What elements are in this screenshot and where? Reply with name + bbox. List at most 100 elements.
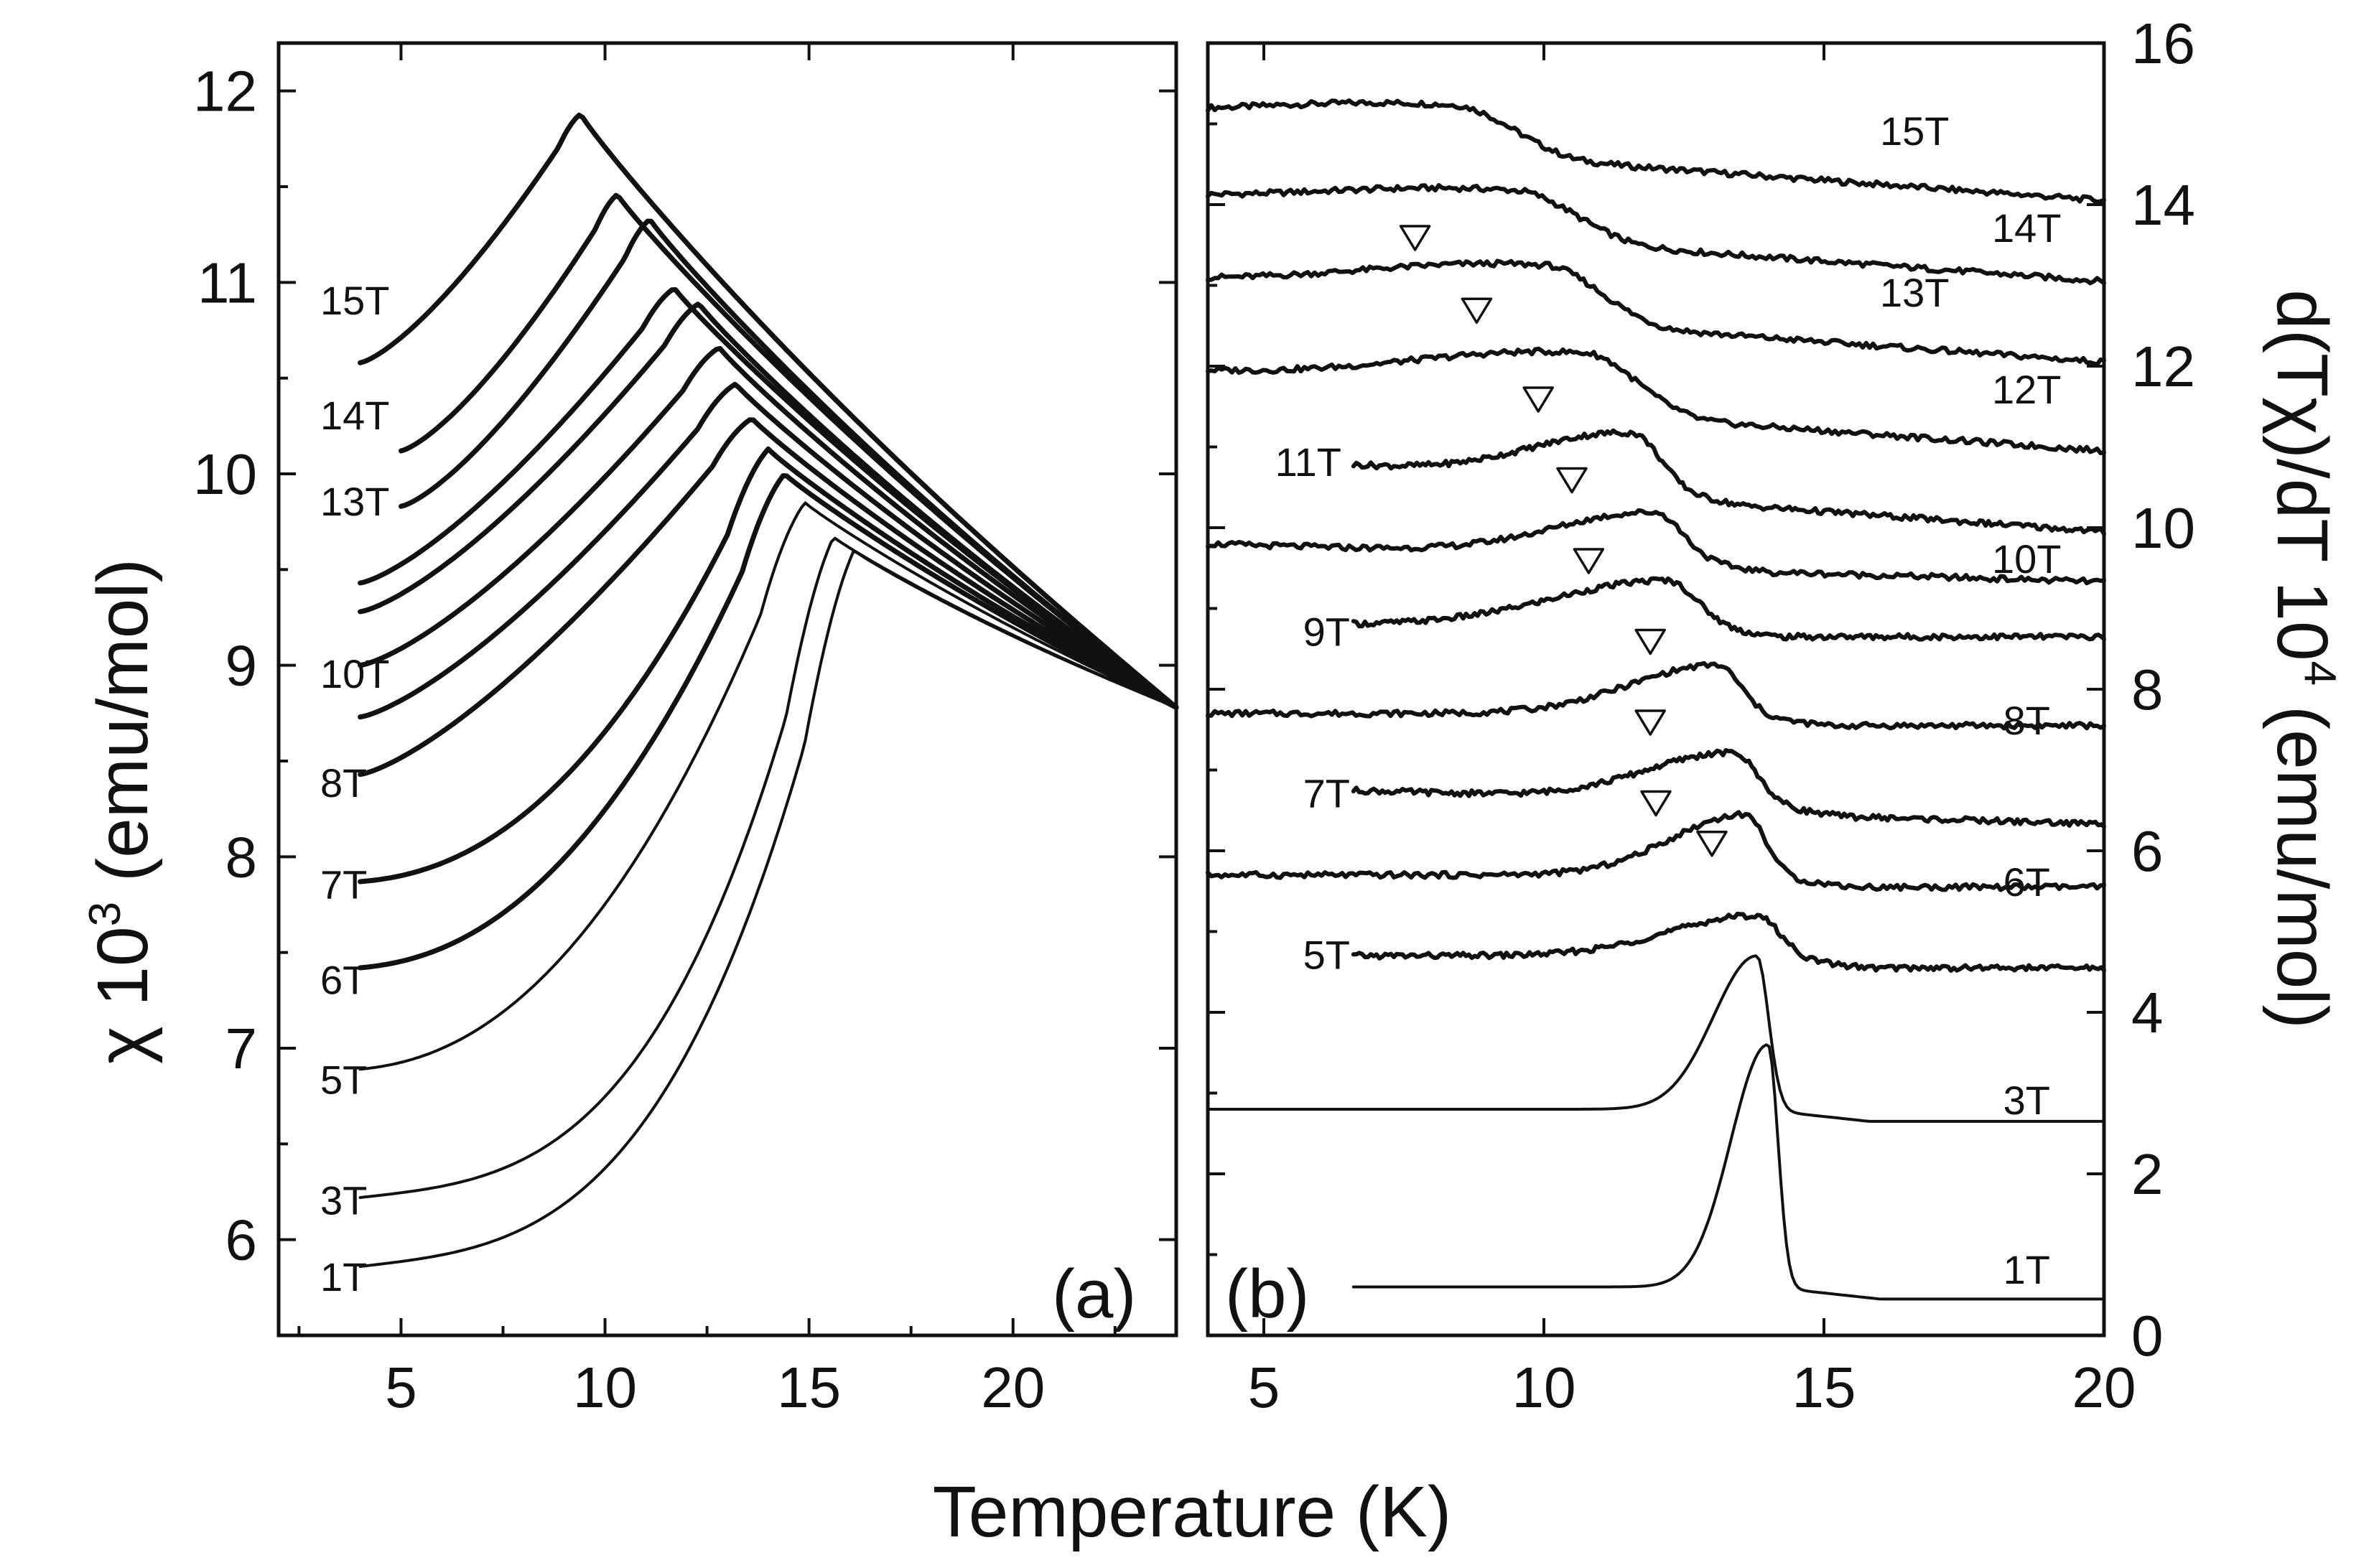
curve-label-3t: 3T — [320, 1177, 367, 1223]
series-13t-curve — [399, 218, 1179, 710]
curve-label-6t: 6T — [2003, 859, 2050, 905]
panel-b-x-axis: 5 10 15 20 — [1248, 43, 2136, 1419]
transition-marker — [1634, 709, 1666, 736]
panel-a-y-axis-title: χ 103 (emu/mol) — [80, 559, 163, 1064]
panel-a-y-axis-title-main: χ 10 — [83, 926, 163, 1064]
curve-label-15t: 15T — [1880, 108, 1950, 154]
curve-label-3t: 3T — [2003, 1078, 2050, 1123]
curve-label-10t: 10T — [1992, 536, 2062, 582]
curve-label-7t: 7T — [320, 862, 367, 907]
y-tick-label: 7 — [225, 1017, 258, 1081]
y-tick-label: 10 — [2131, 496, 2195, 560]
derivative-1t-curve — [1351, 1043, 2105, 1301]
derivative-8t-curve — [1206, 661, 2106, 731]
panel-b-frame — [1206, 41, 2106, 1338]
panel-a-frame — [276, 41, 1178, 1338]
y-tick-label: 6 — [225, 1208, 258, 1272]
series-7t-curve — [358, 446, 1179, 885]
transition-marker — [1696, 831, 1728, 857]
derivative-11t-curve — [1351, 428, 2106, 536]
panel-b-curves — [1206, 98, 2106, 1301]
curve-label-13t: 13T — [1880, 270, 1950, 315]
y-tick-label: 4 — [2131, 981, 2164, 1045]
transition-marker — [1461, 297, 1493, 324]
y-tick-label: 12 — [2131, 335, 2195, 398]
x-tick-label: 15 — [777, 1355, 841, 1419]
panel-a-y-axis-title-exponent: 3 — [80, 902, 130, 926]
panel-a-label: (a) — [1052, 1256, 1136, 1333]
curve-label-5t: 5T — [320, 1057, 367, 1102]
series-6t-curve — [358, 473, 1179, 971]
y-tick-label: 16 — [2131, 11, 2195, 75]
panel-a-susceptibility-plot: 5 10 15 20 6 7 8 9 10 11 12 15T 14T 13T 10T 8T 7T 6T 5T 3… — [80, 41, 1179, 1419]
panel-b-label: (b) — [1225, 1256, 1309, 1333]
panel-a-y-axis: 6 7 8 9 10 11 12 — [193, 60, 1176, 1337]
curve-label-10t: 10T — [320, 651, 390, 696]
curve-label-15t: 15T — [320, 278, 390, 323]
curve-label-5t: 5T — [1303, 932, 1350, 977]
x-axis-title: Temperature (K) — [933, 1472, 1451, 1552]
x-tick-label: 15 — [1792, 1355, 1856, 1419]
derivative-9t-curve — [1351, 576, 2106, 642]
y-tick-label: 8 — [225, 825, 258, 889]
curve-label-6t: 6T — [320, 958, 367, 1003]
curve-label-13t: 13T — [320, 479, 390, 524]
panel-b-y-axis-title-exponent: 4 — [2295, 661, 2345, 686]
curve-label-12t: 12T — [1992, 367, 2062, 412]
y-tick-label: 2 — [2131, 1142, 2164, 1206]
curve-label-11t: 11T — [1275, 439, 1341, 485]
panel-a-curve-labels: 15T 14T 13T 10T 8T 7T 6T 5T 3T 1T — [320, 278, 390, 1299]
derivative-5t-curve — [1351, 911, 2106, 973]
derivative-6t-curve — [1206, 810, 2106, 892]
curve-label-1t: 1T — [320, 1254, 367, 1299]
series-15t-curve — [358, 112, 1179, 710]
panel-b-y-axis-title: d(Tχ)/dT 104 (emu/mol) — [2262, 289, 2345, 1029]
series-10t-curve — [358, 345, 1179, 710]
x-tick-label: 10 — [573, 1355, 637, 1419]
transition-marker — [1399, 225, 1431, 251]
x-tick-label: 5 — [1248, 1355, 1280, 1419]
derivative-13t-curve — [1206, 258, 2106, 367]
curve-label-14t: 14T — [1992, 205, 2062, 251]
panel-b-transition-markers — [1399, 225, 1728, 857]
transition-marker — [1522, 386, 1554, 413]
series-5t-curve — [358, 501, 1178, 1071]
curve-label-9t: 9T — [1303, 609, 1350, 654]
panel-b-y-axis: 0 2 4 6 8 10 12 14 16 — [1208, 11, 2195, 1368]
y-tick-label: 12 — [193, 60, 257, 123]
y-tick-label: 14 — [2131, 173, 2195, 237]
derivative-15t-curve — [1206, 98, 2106, 205]
series-11t-curve — [358, 302, 1179, 710]
panel-a-y-axis-title-unit: (emu/mol) — [83, 559, 163, 902]
x-tick-label: 20 — [981, 1355, 1045, 1419]
series-9t-curve — [358, 381, 1179, 720]
x-tick-label: 10 — [1512, 1355, 1576, 1419]
panel-b-y-axis-title-unit: (emu/mol) — [2262, 686, 2342, 1029]
curve-label-7t: 7T — [1303, 770, 1350, 816]
transition-marker — [1556, 467, 1588, 494]
panel-b-curve-labels: 15T 14T 13T 12T 11T 10T 9T 8T 7T 6T 5T 3T 1T — [1275, 108, 2062, 1292]
x-tick-label: 5 — [385, 1355, 417, 1419]
curve-label-8t: 8T — [320, 760, 367, 806]
panel-b-y-axis-title-main: d(Tχ)/dT 10 — [2262, 289, 2342, 661]
derivative-7t-curve — [1351, 748, 2106, 829]
y-tick-label: 8 — [2131, 658, 2164, 722]
curve-label-8t: 8T — [2003, 698, 2050, 743]
y-tick-label: 10 — [193, 442, 257, 506]
y-tick-label: 11 — [197, 251, 257, 314]
derivative-3t-curve — [1206, 954, 2105, 1123]
derivative-12t-curve — [1206, 346, 2106, 456]
transition-marker — [1640, 790, 1672, 817]
transition-marker — [1573, 548, 1605, 574]
panel-a-curves — [358, 112, 1179, 1268]
derivative-10t-curve — [1206, 508, 2106, 586]
series-8t-curve — [358, 417, 1179, 778]
y-tick-label: 9 — [225, 634, 258, 698]
series-1t-curve — [358, 549, 1178, 1268]
x-tick-label: 20 — [2072, 1355, 2136, 1419]
curve-label-14t: 14T — [320, 393, 390, 438]
y-tick-label: 0 — [2131, 1304, 2164, 1368]
curve-label-1t: 1T — [2003, 1247, 2050, 1292]
transition-marker — [1634, 628, 1666, 655]
